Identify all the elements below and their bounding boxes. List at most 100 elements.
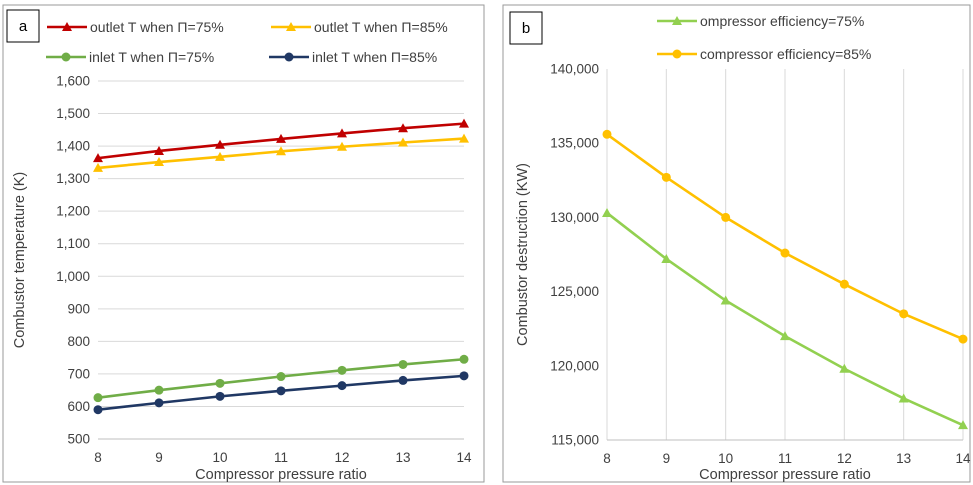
- series-1: [602, 207, 968, 430]
- legend-label: ompressor efficiency=75%: [700, 13, 864, 29]
- series-2: [93, 133, 469, 172]
- data-point: [602, 207, 612, 217]
- y-tick-label: 900: [67, 301, 90, 316]
- data-point: [93, 393, 103, 403]
- legend-entry: ompressor efficiency=75%: [657, 13, 864, 29]
- legend-entry: inlet T when Π=75%: [46, 49, 214, 65]
- x-tick-label: 11: [778, 451, 792, 466]
- data-point: [661, 253, 672, 263]
- legend-marker: [286, 22, 296, 31]
- x-tick-label: 12: [334, 450, 349, 465]
- legend-label: outlet T when Π=85%: [314, 19, 448, 35]
- data-point: [276, 133, 286, 143]
- x-axis-title: Compressor pressure ratio: [699, 467, 871, 483]
- y-axis-title: Combustor temperature (K): [12, 172, 28, 348]
- data-point: [337, 141, 347, 151]
- panel-label: a: [19, 18, 28, 35]
- data-point: [459, 371, 469, 381]
- x-tick-label: 14: [955, 451, 971, 466]
- y-tick-label: 800: [67, 334, 90, 349]
- panel-label-box: [6, 9, 40, 43]
- data-point: [215, 151, 225, 161]
- data-point: [780, 331, 790, 341]
- y-tick-label: 600: [67, 399, 90, 414]
- y-tick-label: 140,000: [550, 62, 599, 77]
- x-tick-label: 13: [896, 451, 911, 466]
- data-point: [276, 146, 286, 156]
- legend-entry: outlet T when Π=75%: [47, 19, 224, 35]
- data-point: [958, 334, 968, 344]
- data-point: [154, 145, 164, 155]
- panel-label-box: [509, 11, 543, 45]
- y-tick-label: 1,500: [56, 106, 90, 121]
- data-point: [337, 381, 347, 391]
- data-point: [154, 398, 164, 408]
- y-tick-label: 1,000: [56, 269, 90, 284]
- data-point: [398, 359, 408, 369]
- legend-entry: outlet T when Π=85%: [271, 19, 448, 35]
- x-tick-label: 9: [155, 450, 163, 465]
- data-point: [898, 393, 909, 403]
- series-1: [93, 118, 469, 163]
- data-point: [93, 162, 103, 172]
- data-point: [215, 378, 225, 388]
- data-point: [276, 372, 286, 382]
- data-point: [899, 309, 909, 319]
- data-point: [602, 129, 612, 139]
- data-point: [459, 133, 469, 143]
- data-point: [154, 157, 164, 167]
- series-2: [602, 129, 968, 344]
- data-point: [215, 391, 225, 401]
- legend-label: inlet T when Π=75%: [89, 49, 214, 65]
- data-point: [154, 385, 164, 395]
- y-tick-label: 1,400: [56, 139, 90, 154]
- y-tick-label: 130,000: [550, 210, 599, 225]
- data-point: [398, 137, 408, 147]
- y-tick-label: 1,300: [56, 171, 90, 186]
- data-point: [721, 212, 731, 222]
- x-tick-label: 14: [456, 450, 472, 465]
- x-tick-label: 10: [718, 451, 733, 466]
- legend-label: inlet T when Π=85%: [312, 49, 437, 65]
- y-tick-label: 120,000: [550, 358, 599, 373]
- data-point: [459, 118, 469, 128]
- data-point: [720, 295, 731, 305]
- legend-marker: [672, 16, 682, 25]
- legend-entry: compressor efficiency=85%: [657, 46, 871, 62]
- panel-label: b: [522, 20, 530, 37]
- legend-entry: inlet T when Π=85%: [269, 49, 437, 65]
- x-tick-label: 8: [603, 451, 611, 466]
- data-point: [337, 128, 347, 138]
- x-tick-label: 11: [274, 450, 288, 465]
- y-tick-label: 135,000: [550, 136, 599, 151]
- y-tick-label: 115,000: [551, 433, 599, 448]
- data-point: [398, 123, 408, 133]
- y-tick-label: 700: [67, 366, 90, 381]
- y-tick-label: 1,100: [56, 236, 90, 251]
- data-point: [337, 365, 347, 375]
- legend-marker: [284, 52, 294, 62]
- chart-panel-a: 500 600 700 800 900 1,000 1,100 1,200 1,300 1,400…: [2, 4, 485, 483]
- data-point: [459, 354, 469, 364]
- data-point: [93, 405, 103, 415]
- data-point: [93, 153, 103, 163]
- panel-frame: [502, 4, 971, 483]
- data-point: [215, 139, 225, 149]
- legend-label: compressor efficiency=85%: [700, 46, 871, 62]
- x-tick-label: 10: [212, 450, 227, 465]
- x-tick-label: 8: [94, 450, 102, 465]
- series-3: [93, 354, 469, 403]
- chart-panel-b: 115,000 120,000 125,000 130,000 135,000 140,0…: [502, 4, 971, 483]
- x-tick-label: 9: [663, 451, 671, 466]
- data-point: [839, 363, 850, 373]
- y-tick-label: 500: [67, 432, 90, 447]
- data-point: [958, 420, 968, 430]
- x-axis-title: Compressor pressure ratio: [195, 467, 367, 483]
- y-tick-label: 1,200: [56, 204, 90, 219]
- series-4: [93, 371, 469, 415]
- y-axis-title: Combustor destruction (KW): [515, 163, 531, 346]
- x-tick-label: 12: [837, 451, 852, 466]
- y-tick-label: 1,600: [56, 74, 90, 89]
- legend-label: outlet T when Π=75%: [90, 19, 224, 35]
